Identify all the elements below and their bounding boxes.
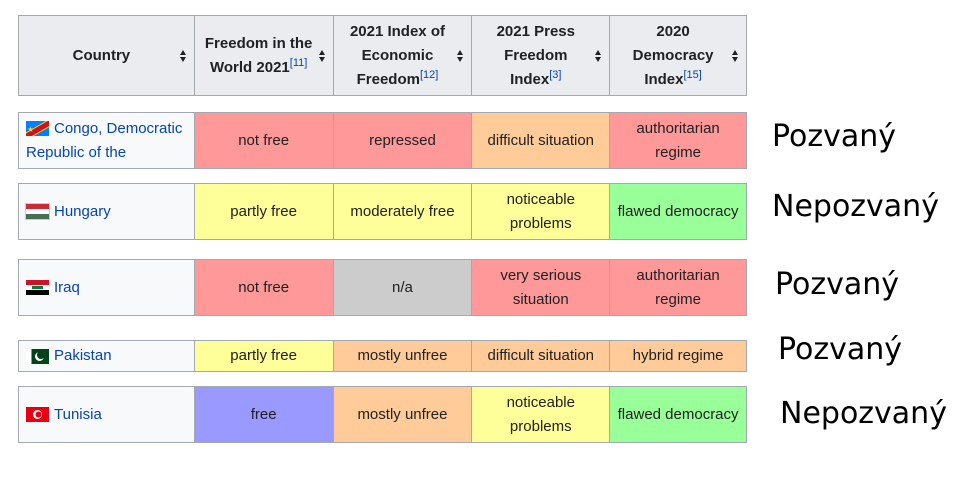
freedom-in-world-cell: free	[194, 387, 334, 442]
sort-icon[interactable]	[595, 49, 602, 63]
invitation-note: Pozvaný	[778, 332, 903, 367]
economic-freedom-cell: mostly unfree	[333, 341, 473, 371]
country-cell: Iraq	[19, 260, 195, 315]
header-index-of-economic-freedom[interactable]: 2021 Index of Economic Freedom[12]	[334, 16, 473, 95]
table-row-congo: Congo, Democratic Republic of the not fr…	[18, 112, 747, 169]
sort-icon[interactable]	[732, 49, 739, 63]
press-freedom-cell: very serious situation	[472, 260, 611, 315]
invitation-note: Pozvaný	[775, 267, 900, 302]
flag-hungary-icon	[25, 203, 50, 220]
democracy-index-cell: flawed democracy	[610, 184, 747, 239]
header-label: 2021 Index of Economic Freedom	[349, 22, 445, 88]
country-name[interactable]: Pakistan	[54, 347, 112, 364]
country-cell: Congo, Democratic Republic of the	[19, 113, 195, 168]
reference-link[interactable]: [12]	[419, 68, 439, 81]
democracy-index-cell: authoritarian regime	[610, 113, 747, 168]
reference-link[interactable]: [15]	[683, 68, 702, 81]
democracy-index-cell: flawed democracy	[610, 387, 747, 442]
country-name[interactable]: Congo, Democratic Republic of the	[26, 119, 183, 161]
sort-icon[interactable]	[179, 49, 187, 63]
table-row-hungary: Hungary partly free moderately free noti…	[18, 183, 747, 240]
table-row-tunisia: Tunisia free mostly unfree noticeable pr…	[18, 386, 747, 443]
flag-tunisia-icon	[26, 407, 49, 422]
country-cell: Hungary	[19, 184, 195, 239]
flag-congo-drc-icon	[26, 121, 49, 137]
reference-link[interactable]: [11]	[289, 56, 308, 69]
invitation-note: Nepozvaný	[780, 396, 947, 431]
header-label: Freedom in the World 2021	[204, 34, 313, 76]
header-country[interactable]: Country	[19, 16, 195, 95]
header-freedom-in-the-world[interactable]: Freedom in the World 2021[11]	[195, 16, 334, 95]
country-link[interactable]: Congo, Democratic Republic of the	[26, 117, 188, 165]
democracy-index-cell: authoritarian regime	[610, 260, 747, 315]
table-header: Country Freedom in the World 2021[11] 20…	[18, 15, 747, 96]
economic-freedom-cell: mostly unfree	[333, 387, 473, 442]
header-label: Country	[72, 46, 131, 64]
press-freedom-cell: difficult situation	[472, 113, 611, 168]
header-democracy-index[interactable]: 2020 Democracy Index[15]	[610, 16, 747, 95]
sort-icon[interactable]	[318, 49, 326, 63]
header-label: 2020 Democracy Index	[632, 22, 714, 88]
header-press-freedom-index[interactable]: 2021 Press Freedom Index[3]	[472, 16, 611, 95]
invitation-note: Pozvaný	[772, 119, 897, 154]
democracy-index-cell: hybrid regime	[610, 341, 747, 371]
country-cell: Pakistan	[19, 341, 195, 371]
invitation-note: Nepozvaný	[772, 189, 939, 224]
freedom-in-world-cell: not free	[194, 113, 334, 168]
country-name[interactable]: Hungary	[54, 202, 111, 220]
country-name[interactable]: Iraq	[54, 278, 80, 296]
freedom-in-world-cell: partly free	[194, 341, 334, 371]
press-freedom-cell: noticeable problems	[472, 387, 611, 442]
table-row-iraq: Iraq not free n/a very serious situation…	[18, 259, 747, 316]
freedom-in-world-cell: not free	[194, 260, 334, 315]
sort-icon[interactable]	[457, 49, 464, 63]
economic-freedom-cell: moderately free	[333, 184, 473, 239]
economic-freedom-cell: repressed	[333, 113, 473, 168]
freedom-in-world-cell: partly free	[194, 184, 334, 239]
reference-link[interactable]: [3]	[549, 68, 562, 81]
press-freedom-cell: noticeable problems	[472, 184, 611, 239]
economic-freedom-cell: n/a	[333, 260, 473, 315]
flag-pakistan-icon	[26, 348, 49, 364]
header-label: 2021 Press Freedom Index	[496, 22, 575, 88]
country-cell: Tunisia	[19, 387, 195, 442]
press-freedom-cell: difficult situation	[472, 341, 611, 371]
flag-iraq-icon	[26, 280, 49, 295]
country-name[interactable]: Tunisia	[54, 405, 102, 423]
table-row-pakistan: Pakistan partly free mostly unfree diffi…	[18, 340, 747, 372]
